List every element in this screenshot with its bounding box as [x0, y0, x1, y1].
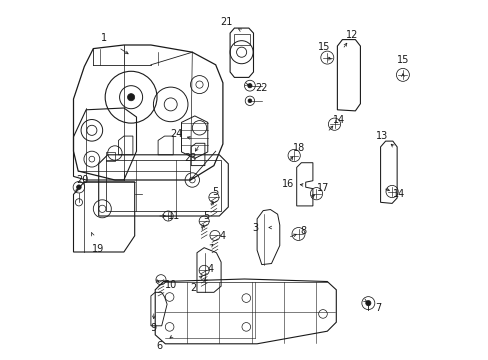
Text: 2: 2	[190, 283, 196, 293]
Text: 9: 9	[150, 323, 157, 333]
Text: 24: 24	[170, 129, 183, 139]
Text: 22: 22	[255, 83, 267, 93]
Circle shape	[77, 185, 81, 189]
Text: 3: 3	[252, 222, 258, 233]
Text: 5: 5	[212, 186, 218, 197]
Text: 6: 6	[157, 341, 163, 351]
Text: 21: 21	[220, 17, 232, 27]
Text: 18: 18	[292, 143, 305, 153]
Text: 10: 10	[164, 280, 177, 290]
Text: 23: 23	[184, 153, 196, 163]
Text: 19: 19	[91, 244, 103, 254]
Text: 7: 7	[374, 303, 381, 313]
Text: 14: 14	[392, 189, 405, 199]
Circle shape	[127, 94, 134, 101]
Text: 20: 20	[76, 175, 88, 185]
Text: 12: 12	[346, 30, 358, 40]
Text: 1: 1	[101, 33, 107, 43]
Text: 8: 8	[300, 226, 306, 236]
Circle shape	[365, 301, 370, 306]
Text: 4: 4	[220, 231, 225, 241]
Text: 15: 15	[317, 42, 329, 52]
Text: 5: 5	[203, 211, 209, 221]
Text: 14: 14	[332, 114, 344, 125]
Bar	[106, 152, 114, 161]
Text: 15: 15	[396, 55, 408, 66]
Text: 4: 4	[207, 264, 214, 274]
Circle shape	[247, 84, 251, 88]
Circle shape	[247, 99, 251, 103]
Text: 11: 11	[168, 211, 180, 221]
Bar	[233, 34, 249, 45]
Text: 17: 17	[316, 183, 328, 193]
Bar	[106, 160, 221, 211]
Text: 13: 13	[375, 131, 387, 141]
Text: 16: 16	[282, 179, 294, 189]
